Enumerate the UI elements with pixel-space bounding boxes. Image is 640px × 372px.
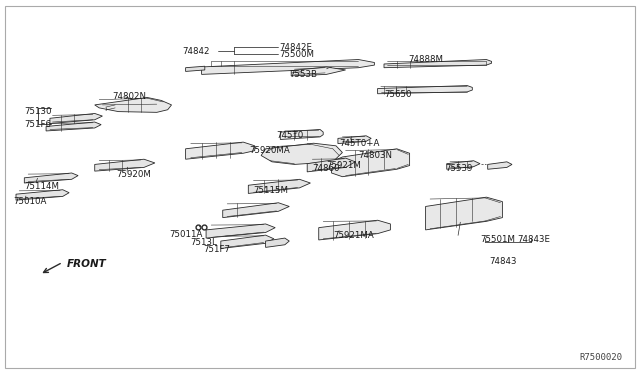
Text: 745T0: 745T0 [276,131,304,140]
Polygon shape [266,238,289,247]
Text: 75920M: 75920M [116,170,151,179]
Polygon shape [202,60,374,74]
Text: 74843: 74843 [490,257,517,266]
Text: R7500020: R7500020 [579,353,622,362]
Polygon shape [332,149,410,177]
Text: 751F6: 751F6 [24,120,51,129]
Polygon shape [186,66,205,71]
Text: 75130: 75130 [24,107,52,116]
Text: 75921M: 75921M [326,161,361,170]
Polygon shape [221,235,274,248]
Text: 75011A: 75011A [170,230,203,239]
Polygon shape [384,60,492,68]
Text: 74803N: 74803N [358,151,392,160]
Polygon shape [319,220,390,240]
Text: 745T0+A: 745T0+A [339,139,380,148]
Text: 75114M: 75114M [24,182,60,190]
Text: 74860: 74860 [312,164,340,173]
Polygon shape [261,143,342,164]
Text: 7553B: 7553B [289,70,317,79]
Text: 75501M: 75501M [480,235,515,244]
Polygon shape [95,97,172,112]
Polygon shape [291,67,346,76]
Text: 74888M: 74888M [408,55,444,64]
Text: 75500M: 75500M [279,50,314,59]
Text: FRONT: FRONT [67,259,107,269]
Text: 75539: 75539 [445,164,472,173]
Polygon shape [206,224,275,238]
Text: 7513L: 7513L [191,238,218,247]
Polygon shape [307,158,355,172]
Polygon shape [223,203,289,218]
Text: 74842E: 74842E [279,43,312,52]
Polygon shape [378,86,472,94]
Polygon shape [488,162,512,169]
Polygon shape [447,161,480,169]
Polygon shape [338,136,371,144]
Polygon shape [280,129,323,140]
Text: 75650: 75650 [384,90,412,99]
Polygon shape [24,173,78,183]
Text: 74842: 74842 [182,47,210,56]
Text: 75010A: 75010A [13,197,46,206]
Polygon shape [46,122,101,131]
Text: 75115M: 75115M [253,186,288,195]
Text: 75920MA: 75920MA [250,146,291,155]
Text: 74843E: 74843E [517,235,550,244]
Polygon shape [50,113,102,124]
Polygon shape [426,197,502,230]
Text: 75921MA: 75921MA [333,231,374,240]
Text: 751F7: 751F7 [204,246,230,254]
Text: 74802N: 74802N [112,92,146,101]
Polygon shape [186,142,255,159]
Polygon shape [248,179,310,193]
Polygon shape [16,190,69,200]
Polygon shape [95,159,155,171]
